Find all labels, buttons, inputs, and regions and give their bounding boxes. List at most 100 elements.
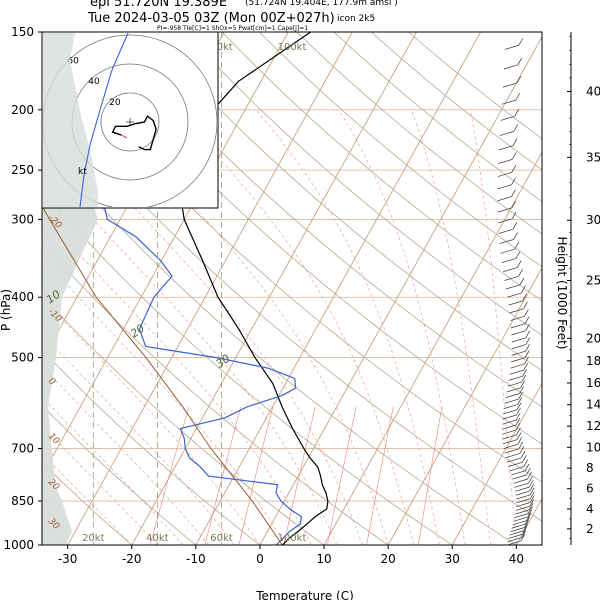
wind-barb-flag xyxy=(523,362,528,371)
dry-adiabat xyxy=(42,241,389,545)
wind-barb xyxy=(509,530,524,536)
wind-barb-flag xyxy=(528,506,533,514)
wind-barb-flag xyxy=(512,222,518,230)
wind-barb-flag xyxy=(520,380,525,389)
wind-barb xyxy=(515,505,530,511)
params-line: PI=-958 TIe[C]=1 ShOx=5 Pwat[cm]=1 Cape[… xyxy=(157,25,308,32)
pressure-axis: 150 200 250 300 400 500 700 850 1000 xyxy=(3,25,42,552)
wind-barb xyxy=(504,275,519,281)
wind-barb-flag xyxy=(525,337,531,345)
moist-adiabat xyxy=(175,109,415,545)
moist-adiabat xyxy=(470,109,517,545)
hodograph-ring-label: 40 xyxy=(88,77,100,87)
wind-barb xyxy=(514,513,529,519)
wind-barb xyxy=(511,350,526,356)
wind-barbs xyxy=(497,38,535,546)
moist-adiabat xyxy=(42,365,209,545)
dry-adiabat xyxy=(147,32,542,372)
wind-barb xyxy=(505,393,520,399)
wind-barb-flag xyxy=(523,523,528,532)
wind-barb xyxy=(509,308,524,314)
wind-marker-label: 20kt xyxy=(82,533,105,544)
wind-marker-label: 100kt xyxy=(278,533,307,544)
wind-barb xyxy=(501,424,517,430)
wind-barb-flag xyxy=(529,487,535,496)
dry-adiabat xyxy=(42,294,325,545)
hodograph-ring-label: 20 xyxy=(109,98,121,108)
header: epi 51.720N 19.389E (51.724N 19.404E, 17… xyxy=(87,0,398,32)
wind-barb-flag xyxy=(520,450,526,459)
isotherm-line xyxy=(387,266,542,545)
height-tick-label: 16 xyxy=(586,376,600,390)
dry-adiabat xyxy=(72,32,542,445)
moist-adiabat xyxy=(42,453,132,545)
wind-barb xyxy=(508,533,523,539)
wind-barb xyxy=(504,398,519,404)
wind-barb-flag xyxy=(516,75,522,84)
wind-barb-flag xyxy=(524,520,529,528)
wind-barb-flag xyxy=(525,516,530,525)
wind-barb xyxy=(515,509,530,515)
wind-barb-flag xyxy=(524,350,530,358)
wind-barb xyxy=(503,64,518,70)
height-tick-label: 8 xyxy=(586,461,594,475)
temperature-tick-label: 10 xyxy=(316,552,331,566)
wind-barb xyxy=(502,409,518,415)
pressure-tick-label: 300 xyxy=(11,212,34,226)
wind-barb-flag xyxy=(529,495,535,503)
wind-barb-flag xyxy=(522,368,528,377)
pressure-tick-label: 150 xyxy=(11,25,34,39)
wind-barb xyxy=(516,502,531,508)
wind-barb xyxy=(497,196,512,202)
wind-barb-flag xyxy=(515,92,521,101)
temperature-tick-label: 0 xyxy=(256,552,264,566)
mixing-ratio-line xyxy=(366,406,394,545)
plot-frame xyxy=(41,31,543,546)
wind-barb xyxy=(503,404,518,409)
wind-barb-flag xyxy=(528,479,534,488)
wind-barb-flag xyxy=(516,427,521,436)
wind-barb-flag xyxy=(513,232,519,240)
wind-barb-flag xyxy=(526,467,531,476)
dry-adiabat xyxy=(184,32,542,336)
wind-barb xyxy=(506,540,522,546)
height-tick-label: 20 xyxy=(586,331,600,345)
wind-barb xyxy=(506,387,521,393)
wind-barb-flag xyxy=(519,277,525,285)
wind-barb-flag xyxy=(522,455,527,463)
wind-barb xyxy=(507,537,522,543)
wind-barb xyxy=(498,145,514,151)
wind-barb xyxy=(507,457,522,463)
wind-barb-flag xyxy=(517,57,523,65)
dry-adiabat xyxy=(109,32,542,408)
temperature-axis: -30 -20 -10 0 10 20 30 40 xyxy=(58,545,524,566)
dry-adiabat xyxy=(42,349,261,545)
wind-barb-flag xyxy=(512,152,517,160)
header-line1: epi 51.720N 19.389E xyxy=(90,0,227,10)
wind-barb-flag xyxy=(525,344,530,352)
hodograph-unit-label: kt xyxy=(78,167,87,177)
wind-barb-flag xyxy=(516,407,521,416)
dry-adiabat xyxy=(42,461,132,545)
model-name: icon 2k5 xyxy=(337,14,375,24)
wind-barb xyxy=(505,453,520,459)
mixing-ratio-label: 20 xyxy=(414,546,426,556)
isotherm-line xyxy=(451,382,542,545)
dry-adiabat xyxy=(296,32,542,235)
wind-barb-flag xyxy=(516,432,522,440)
wind-barb-flag xyxy=(523,301,528,309)
mixing-ratio-label: 12 xyxy=(363,546,375,556)
wind-barb-flag xyxy=(518,391,523,400)
wind-barb xyxy=(508,300,523,306)
wind-barb xyxy=(501,419,517,425)
wind-barb-flag xyxy=(524,356,529,365)
wind-barb xyxy=(509,369,524,375)
wind-barb xyxy=(504,448,519,454)
wind-barb xyxy=(500,248,515,254)
dewpoint-line xyxy=(88,32,303,545)
wind-barb xyxy=(511,344,526,350)
wind-marker-label: 40kt xyxy=(146,533,169,544)
wind-barb xyxy=(512,520,527,526)
moist-adiabat xyxy=(338,109,466,545)
height-tick-label: 10 xyxy=(586,440,600,454)
